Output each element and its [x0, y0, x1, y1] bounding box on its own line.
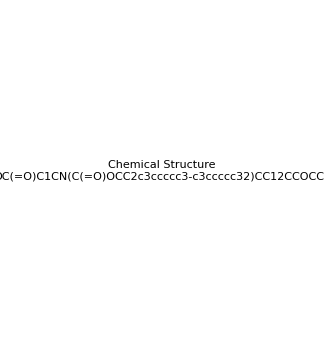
Text: Chemical Structure
OC(=O)C1CN(C(=O)OCC2c3ccccc3-c3ccccc32)CC12CCOCC2: Chemical Structure OC(=O)C1CN(C(=O)OCC2c…: [0, 160, 324, 182]
